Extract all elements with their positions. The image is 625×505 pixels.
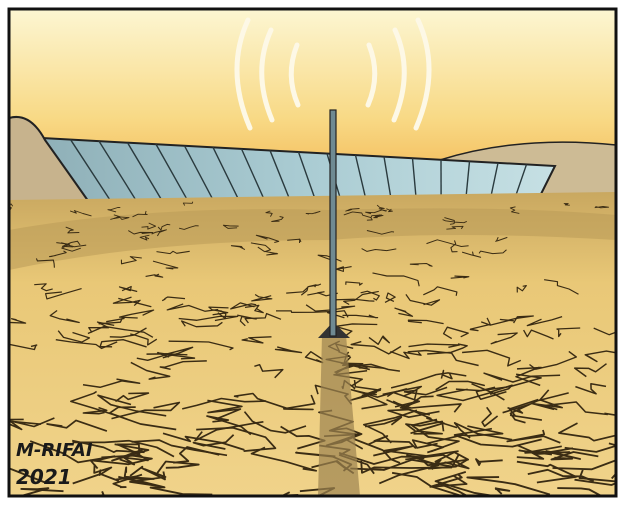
signature-year: 2021 [16, 465, 72, 489]
page: M-RIFAI 2021 (() => { const data = JSON.… [0, 0, 625, 505]
pole [330, 110, 336, 336]
signature-name: M-RIFAI [16, 440, 93, 461]
scene: M-RIFAI 2021 [0, 9, 625, 505]
cartoon: M-RIFAI 2021 [0, 0, 625, 505]
